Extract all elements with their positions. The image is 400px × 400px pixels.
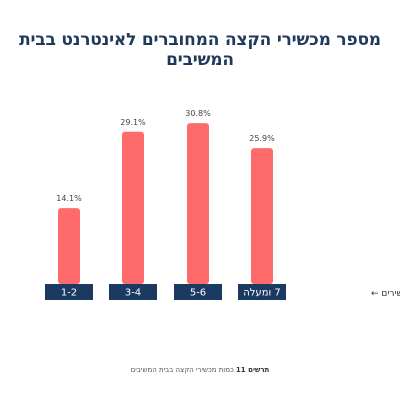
bar-3-4: [122, 131, 144, 284]
footnote-figure-number: תרשים 11: [235, 366, 270, 374]
bar-value-label: 14.1%: [56, 194, 82, 203]
bar-1-2: [58, 208, 80, 284]
category-label: 1-2: [61, 288, 77, 299]
bar-5-6: [187, 123, 209, 284]
bar-7 ומעלה: [251, 148, 273, 284]
chart-footnote: תרשים 11 כמות מכשירי הקצה בבית המשיבים: [0, 366, 400, 374]
bar-value-label: 25.9%: [249, 134, 275, 143]
category-label: 7 ומעלה: [243, 288, 281, 299]
chart-title: מספר מכשירי הקצה המחוברים לאינטרנט בבית …: [19, 30, 381, 70]
category-box: [45, 284, 93, 300]
footnote-text: כמות מכשירי הקצה בבית המשיבים: [130, 366, 234, 374]
category-box: [109, 284, 157, 300]
bar-value-label: 29.1%: [120, 118, 146, 127]
category-box: [238, 284, 286, 300]
bar-value-label: 30.8%: [185, 109, 211, 118]
x-axis-label: מספר מכשירים ←: [371, 289, 400, 299]
category-label: 5-6: [190, 288, 206, 299]
category-label: 3-4: [125, 288, 141, 299]
category-box: [174, 284, 222, 300]
